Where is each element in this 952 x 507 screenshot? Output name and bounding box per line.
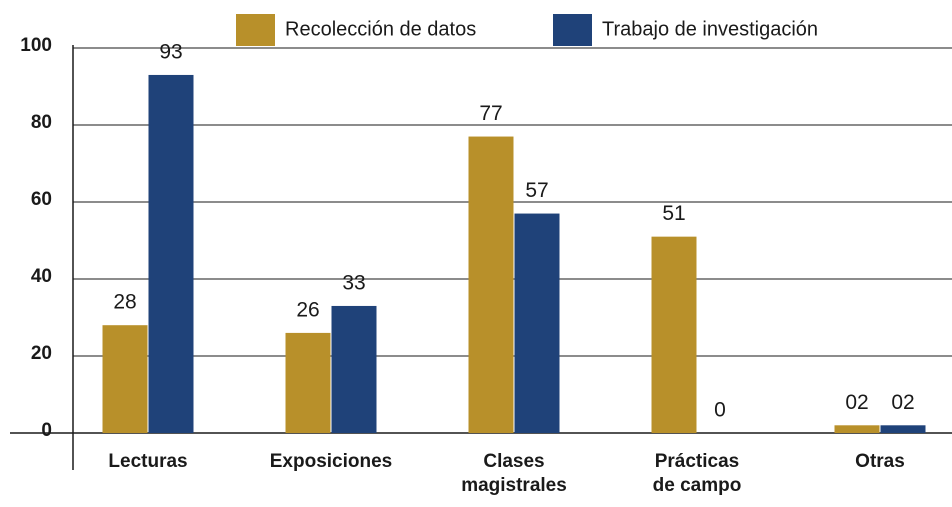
- bar: [331, 305, 377, 433]
- bar: [514, 213, 560, 433]
- data-label: 93: [159, 40, 182, 63]
- data-label: 33: [342, 271, 365, 294]
- bar: [285, 332, 331, 433]
- y-tick-label: 60: [31, 189, 52, 210]
- y-tick-label: 0: [41, 420, 52, 441]
- x-tick-label: Lecturas: [108, 451, 187, 472]
- legend-swatch: [236, 14, 275, 46]
- x-tick-label: Exposiciones: [270, 451, 393, 472]
- data-label: 28: [113, 291, 136, 314]
- y-tick-label: 80: [31, 112, 52, 133]
- y-tick-label: 20: [31, 343, 52, 364]
- bar: [834, 425, 880, 433]
- y-tick-label: 100: [20, 35, 52, 56]
- x-tick-label: Otras: [855, 451, 905, 472]
- x-tick-label: Prácticas de campo: [653, 451, 742, 496]
- legend-label: Recolección de datos: [285, 18, 476, 40]
- legend-swatch: [553, 14, 592, 46]
- y-tick-label: 40: [31, 266, 52, 287]
- bar: [468, 136, 514, 434]
- data-label: 02: [845, 391, 868, 414]
- bar: [148, 74, 194, 433]
- bar: [102, 325, 148, 433]
- data-label: 0: [714, 399, 726, 422]
- data-label: 02: [891, 391, 914, 414]
- bar: [651, 236, 697, 433]
- data-label: 57: [525, 179, 548, 202]
- data-label: 51: [662, 202, 685, 225]
- data-label: 26: [296, 298, 319, 321]
- x-tick-label: Clases magistrales: [461, 451, 567, 496]
- data-label: 77: [479, 102, 502, 125]
- bar: [880, 425, 926, 433]
- legend-label: Trabajo de investigación: [602, 18, 818, 40]
